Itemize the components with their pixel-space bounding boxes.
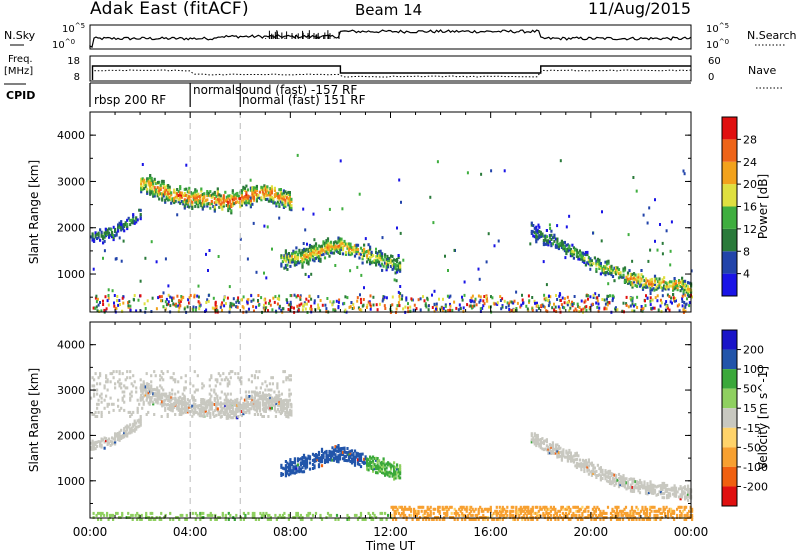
- x-tick-label: 00:00: [674, 525, 709, 539]
- panel-bg: [90, 112, 691, 312]
- nsky-tick-bottom: 10^0: [52, 38, 75, 51]
- x-tick-label: 12:00: [373, 525, 408, 539]
- y-axis-label: Slant Range [km]: [27, 160, 41, 264]
- beam-label: Beam 14: [355, 1, 423, 19]
- panel-velocity: 1000 2000 3000 4000 Slant Range [km]: [27, 321, 694, 521]
- nave-tick-bottom: 0: [708, 72, 714, 83]
- nsky-line: [89, 29, 692, 49]
- colorbar-tick-label: -15: [743, 422, 761, 435]
- colorbar-cell: [722, 388, 737, 409]
- colorbar-cell: [722, 117, 737, 140]
- colorbar-tick-label: -200: [743, 480, 768, 493]
- station-title: Adak East (fitACF): [90, 0, 249, 19]
- nsearch-label: N.Search: [747, 29, 797, 42]
- colorbar-tick-label: 28: [743, 133, 757, 146]
- colorbar-cell: [722, 466, 737, 487]
- colorbar-cell: [722, 206, 737, 229]
- colorbar-cell: [722, 184, 737, 207]
- colorbar-cell: [722, 369, 737, 389]
- colorbar-tick-label: -50: [743, 441, 761, 454]
- nsearch-tick-top: 10^5: [706, 22, 729, 35]
- y-tick-label: 1000: [57, 475, 85, 488]
- colorbar-tick-label: -100: [743, 461, 768, 474]
- power-colorbar: 4 8 12 16 20 24 28 Power [dB]: [721, 116, 770, 297]
- colorbar-tick-label: 20: [743, 178, 757, 191]
- colorbar-tick-label: 15: [743, 402, 757, 415]
- colorbar-tick-label: 50: [743, 383, 757, 396]
- nsky-trace: [89, 29, 692, 49]
- nave-line: [94, 69, 692, 78]
- y-tick-label: 4000: [57, 339, 85, 352]
- nave-tick-top: 60: [708, 56, 721, 67]
- freq-strip-frame: [89, 55, 692, 82]
- y-axis-label: Slant Range [km]: [27, 368, 41, 472]
- freq-label: Freq.: [8, 54, 33, 65]
- nsky-strip-frame: [89, 24, 692, 50]
- colorbar-cell: [722, 349, 737, 370]
- colorbar-label: Velocity [m s^-1]: [756, 366, 770, 470]
- cpid-segment-3: normal (fast) 151 RF: [242, 93, 366, 107]
- velocity-colorbar: 200 100 50 15 -15 -50 -100 -200 Velocity [m s^-1…: [721, 329, 770, 507]
- colorbar-frame: [721, 329, 738, 507]
- colorbar-cell: [722, 330, 737, 350]
- cpid-label: CPID: [6, 89, 36, 102]
- freq-line: [91, 65, 691, 80]
- colorbar-cell: [722, 427, 737, 448]
- colorbar-cell: [722, 251, 737, 274]
- freq-tick-top: 18: [67, 56, 80, 67]
- colorbar-label: Power [dB]: [756, 174, 770, 239]
- colorbar-cell: [722, 161, 737, 185]
- colorbar-cell: [722, 408, 737, 428]
- x-tick-label: 04:00: [173, 525, 208, 539]
- colorbar-tick-label: 12: [743, 223, 757, 236]
- y-tick-label: 3000: [57, 175, 85, 188]
- panel-power: 1000 2000 3000 4000 Slant Range [km]: [27, 111, 693, 314]
- x-tick-label: 08:00: [273, 525, 308, 539]
- y-tick-label: 2000: [57, 222, 85, 235]
- y-tick-label: 4000: [57, 129, 85, 142]
- date-label: 11/Aug/2015: [588, 0, 692, 18]
- nsky-tick-top: 10^5: [62, 22, 85, 35]
- panel-bg: [90, 322, 691, 518]
- echo-cells-velocity: [90, 370, 694, 521]
- cpid-segment-2: normalsound (fast) -157 RF: [193, 83, 358, 97]
- colorbar-tick-label: 24: [743, 156, 757, 169]
- colorbar-tick-label: 100: [743, 363, 764, 376]
- x-axis-label: Time UT: [365, 539, 416, 553]
- colorbar-tick-label: 8: [743, 245, 750, 258]
- colorbar-tick-label: 16: [743, 201, 757, 214]
- y-tick-label: 1000: [57, 268, 85, 281]
- colorbar-cell: [722, 447, 737, 467]
- nsearch-tick-bottom: 10^0: [706, 38, 729, 51]
- colorbar-cell: [722, 273, 737, 296]
- colorbar-cell: [722, 228, 737, 252]
- y-tick-label: 3000: [57, 384, 85, 397]
- nave-label: Nave: [748, 64, 777, 77]
- cpid-segment-1: rbsp 200 RF: [94, 93, 167, 107]
- x-tick-label: 16:00: [473, 525, 508, 539]
- colorbar-tick-label: 200: [743, 344, 764, 357]
- y-tick-label: 2000: [57, 429, 85, 442]
- colorbar-cell: [722, 139, 737, 162]
- freq-tick-bottom: 8: [74, 72, 80, 83]
- x-tick-label: 20:00: [574, 525, 609, 539]
- x-tick-label: 00:00: [73, 525, 108, 539]
- echo-cells-power: [90, 153, 693, 314]
- colorbar-cell: [722, 486, 737, 506]
- nsky-label: N.Sky: [4, 29, 36, 42]
- colorbar-tick-label: 4: [743, 268, 750, 281]
- freq-unit: [MHz]: [4, 66, 34, 77]
